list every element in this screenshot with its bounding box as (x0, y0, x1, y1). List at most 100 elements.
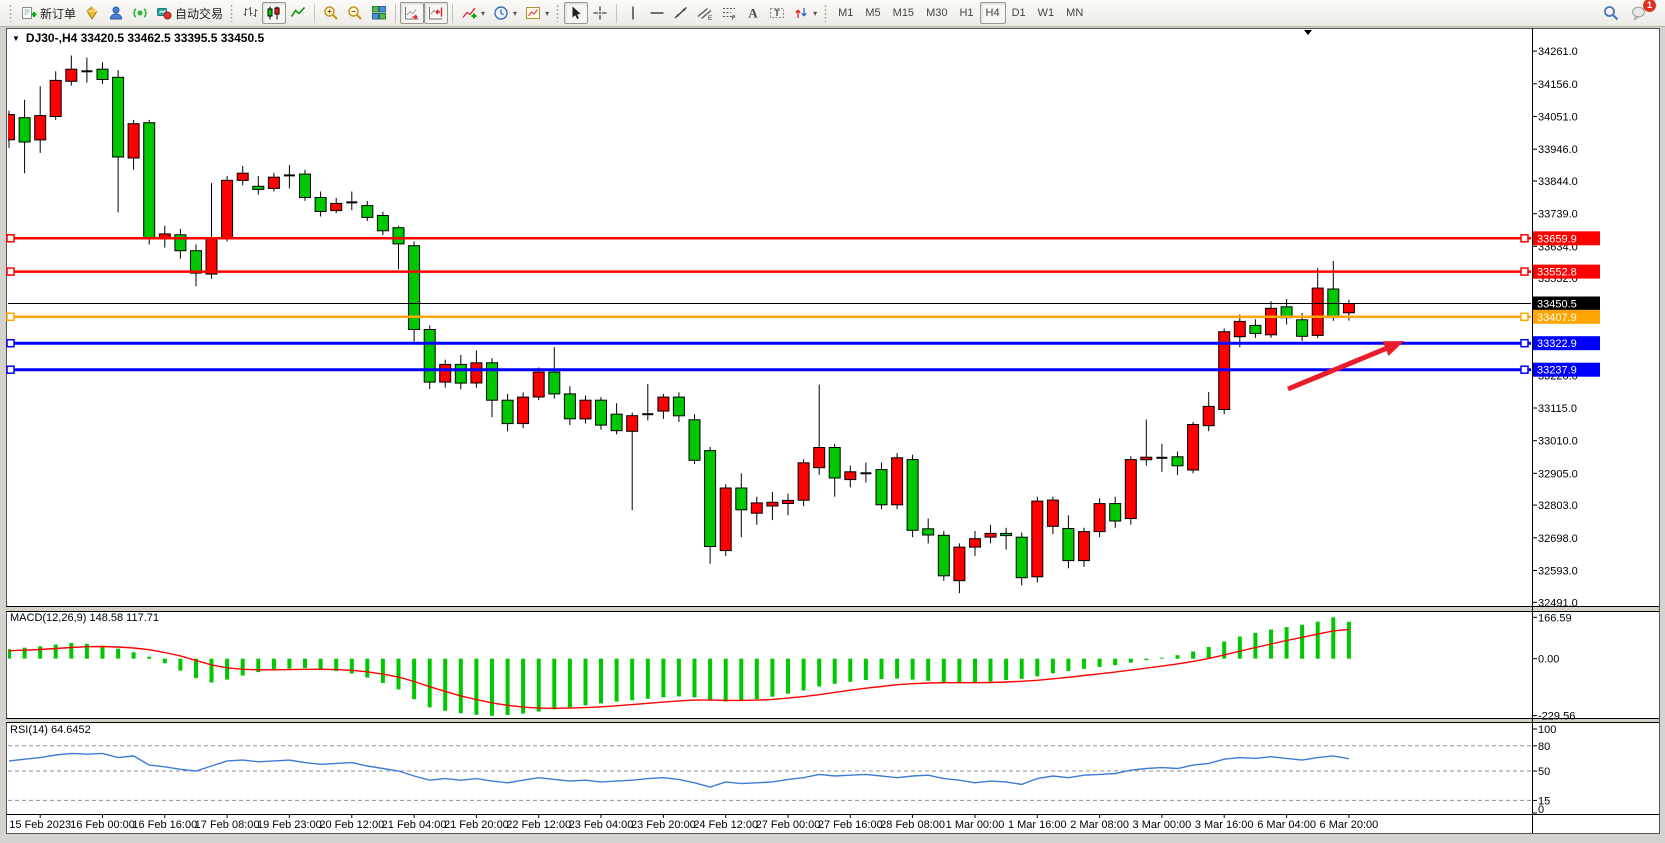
toolbar-button-fibonacci[interactable]: F (717, 2, 741, 24)
toolbar-button-indicators[interactable]: ▾ (457, 2, 489, 24)
toolbar-grip (9, 4, 14, 22)
macd-histogram-bar (131, 652, 136, 659)
toolbar-button-text-label[interactable]: T (765, 2, 789, 24)
candle (1000, 532, 1013, 537)
toolbar-button-equidistant-channel[interactable]: E (693, 2, 717, 24)
time-tick-label: 24 Feb 12:00 (693, 819, 758, 831)
timeframe-button-m15[interactable]: M15 (887, 2, 920, 24)
time-tick-label: 21 Feb 04:00 (382, 819, 447, 831)
timeframe-button-m1[interactable]: M1 (832, 2, 859, 24)
toolbar-button-community[interactable] (104, 2, 128, 24)
toolbar-button-cursor[interactable] (564, 2, 589, 24)
toolbar-button-periods[interactable]: ▾ (489, 2, 521, 24)
pane-splitter[interactable] (6, 718, 1659, 722)
search-icon (1603, 5, 1619, 21)
macd-histogram-bar (53, 644, 58, 659)
toolbar-button-arrows[interactable]: ▾ (789, 2, 821, 24)
pane-splitter[interactable] (6, 606, 1659, 611)
trend-arrow-shaft[interactable] (1287, 344, 1393, 392)
candle (1265, 307, 1277, 336)
toolbar-button-line-chart[interactable] (286, 2, 310, 24)
toolbar-button-market[interactable] (80, 2, 104, 24)
toolbar-button-search[interactable] (1599, 2, 1623, 24)
line-endpoint-marker[interactable] (6, 234, 15, 243)
toolbar-button-candlestick-chart[interactable] (262, 2, 287, 24)
toolbar-button-horizontal-line[interactable] (645, 2, 669, 24)
timeframe-button-w1[interactable]: W1 (1032, 2, 1061, 24)
toolbar-button-signals[interactable] (128, 2, 152, 24)
macd-histogram-bar (69, 643, 74, 659)
toolbar-button-bar-chart[interactable] (238, 2, 262, 24)
toolbar-button-text[interactable]: A (741, 2, 765, 24)
toolbar-button-tile-windows[interactable] (367, 2, 391, 24)
price-tick-label: 32698.0 (1538, 533, 1578, 545)
toolbar-grip (230, 4, 236, 22)
macd-histogram-bar (209, 658, 214, 683)
price-label-chip (1533, 362, 1600, 377)
timeframe-button-mn[interactable]: MN (1060, 2, 1089, 24)
macd-histogram-bar (1066, 658, 1071, 671)
price-tick-label: 33946.0 (1538, 144, 1578, 156)
candle (532, 371, 545, 398)
toolbar-grip (556, 4, 562, 22)
line-endpoint-marker[interactable] (6, 267, 15, 276)
candle (18, 117, 31, 143)
price-tick-label: 33739.0 (1538, 209, 1578, 221)
toolbar-button-autotrade[interactable]: 自动交易 (152, 2, 227, 24)
price-label-text: 33237.9 (1537, 365, 1577, 377)
macd-histogram-bar (1253, 632, 1258, 659)
toolbar-button-chart-shift[interactable] (424, 2, 449, 24)
toolbar-button-vertical-line[interactable] (621, 2, 645, 24)
candle (127, 123, 140, 159)
macd-histogram-bar (365, 658, 370, 678)
line-endpoint-marker[interactable] (1520, 338, 1529, 348)
timeframe-button-h4[interactable]: H4 (979, 2, 1006, 24)
toolbar-button-trendline[interactable] (669, 2, 693, 24)
macd-histogram-bar (848, 658, 853, 682)
toolbar-button-notifications[interactable]: 1 (1627, 0, 1656, 24)
line-endpoint-marker[interactable] (1520, 365, 1529, 374)
toolbar-button-zoom-out[interactable] (343, 2, 367, 24)
toolbar-separator (395, 3, 397, 23)
svg-text:E: E (708, 15, 713, 21)
macd-histogram-bar (1284, 627, 1289, 659)
macd-histogram-bar (1128, 658, 1133, 663)
timeframe-button-m30[interactable]: M30 (920, 2, 953, 24)
candle (65, 68, 78, 82)
line-endpoint-marker[interactable] (6, 365, 15, 374)
macd-histogram-bar (1035, 658, 1040, 677)
candle (735, 487, 748, 511)
price-tick-label: 34156.0 (1538, 79, 1578, 91)
toolbar-button-zoom-in[interactable] (319, 2, 343, 24)
dropdown-caret-icon: ▾ (513, 8, 518, 18)
line-endpoint-marker[interactable] (1520, 234, 1529, 243)
macd-histogram-bar (801, 658, 806, 691)
candle (548, 371, 561, 395)
timeframe-button-d1[interactable]: D1 (1006, 2, 1032, 24)
line-endpoint-marker[interactable] (6, 312, 15, 322)
price-tick-label: 34051.0 (1538, 112, 1578, 124)
timeframe-button-m5[interactable]: M5 (859, 2, 886, 24)
time-tick-label: 16 Feb 00:00 (70, 819, 135, 831)
toolbar-button-crosshair[interactable] (588, 2, 612, 24)
macd-histogram-bar (474, 658, 479, 715)
macd-histogram-bar (1206, 647, 1211, 659)
line-endpoint-marker[interactable] (1520, 267, 1529, 276)
toolbar-button-auto-scroll[interactable] (400, 2, 425, 24)
candle (439, 363, 452, 383)
line-endpoint-marker[interactable] (6, 338, 15, 348)
macd-histogram-bar (287, 658, 292, 669)
toolbar-button-templates[interactable]: ▾ (521, 2, 553, 24)
candle (766, 501, 779, 507)
macd-histogram-bar (490, 658, 494, 716)
cursor-icon (568, 5, 584, 21)
macd-histogram-bar (786, 658, 790, 694)
trend-arrow-head[interactable] (1382, 341, 1405, 356)
timeframe-button-h1[interactable]: H1 (953, 2, 979, 24)
macd-histogram-bar (1004, 658, 1009, 680)
chart-menu-arrow-icon[interactable]: ▼ (12, 33, 20, 43)
macd-histogram-bar (1019, 658, 1024, 679)
toolbar-button-new-order[interactable]: 新订单 (17, 2, 80, 24)
line-endpoint-marker[interactable] (1520, 312, 1529, 322)
